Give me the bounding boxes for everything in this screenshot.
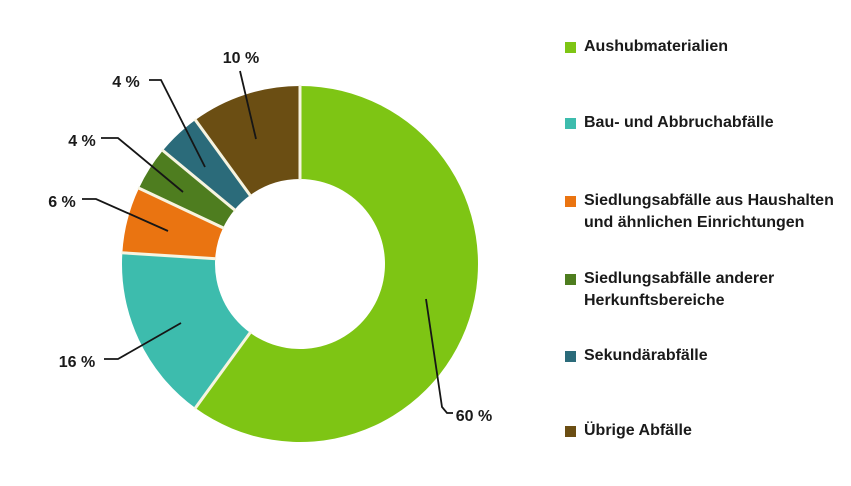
legend-swatch [565, 42, 576, 53]
slice-separator [193, 331, 252, 410]
legend-item: Bau- und Abbruchabfälle [565, 112, 774, 134]
legend-swatch [565, 274, 576, 285]
percent-label: 16 % [59, 354, 95, 371]
percent-labels: 60 % 16 % 6 % 4 % 4 % 10 % [48, 50, 492, 425]
donut-slice [195, 86, 478, 443]
leader-line [104, 322, 182, 360]
leader-line [425, 298, 453, 414]
leader-line [101, 137, 184, 193]
legend-label: Bau- und Abbruchabfälle [584, 114, 774, 131]
legend-item: Siedlungsabfälle anderer Herkunftsbereich… [565, 268, 774, 312]
legend-item: Aushubmaterialien [565, 36, 728, 58]
slice-separators [121, 85, 302, 410]
legend: Aushubmaterialien Bau- und Abbruchabfälle… [565, 0, 851, 486]
legend-item: Siedlungsabfälle aus Haushalten und ähnli… [565, 190, 834, 234]
slice-separator [161, 148, 237, 212]
donut-slice [162, 119, 251, 210]
legend-item: Übrige Abfälle [565, 420, 692, 442]
slice-separator [137, 186, 225, 230]
legend-item: Sekundärabfälle [565, 345, 708, 367]
slice-separator [193, 118, 252, 197]
legend-label: Aushubmaterialien [584, 38, 729, 55]
slice-separator [121, 251, 217, 261]
percent-label: 4 % [112, 74, 140, 91]
legend-swatch [565, 426, 576, 437]
legend-swatch [565, 196, 576, 207]
legend-label: Siedlungsabfälle aus Haushalten und ähnli… [584, 192, 834, 231]
legend-swatch [565, 351, 576, 362]
legend-label: Übrige Abfälle [584, 422, 692, 439]
leader-lines [82, 70, 453, 414]
percent-label: 60 % [456, 408, 492, 425]
donut-slice [138, 150, 235, 228]
donut-slice [121, 252, 251, 409]
percent-label: 10 % [223, 50, 259, 67]
donut-slice [122, 188, 224, 259]
leader-line [239, 70, 257, 140]
percent-label: 6 % [48, 194, 76, 211]
legend-label: Sekundärabfälle [584, 347, 708, 364]
percent-label: 4 % [68, 133, 96, 150]
donut-chart: 60 % 16 % 6 % 4 % 4 % 10 % [48, 50, 492, 443]
leader-line [149, 79, 206, 168]
donut-slices [121, 86, 478, 443]
leader-line [82, 198, 169, 232]
legend-label: Siedlungsabfälle anderer Herkunftsbereich… [584, 270, 775, 309]
donut-slice [195, 86, 300, 196]
legend-swatch [565, 118, 576, 129]
